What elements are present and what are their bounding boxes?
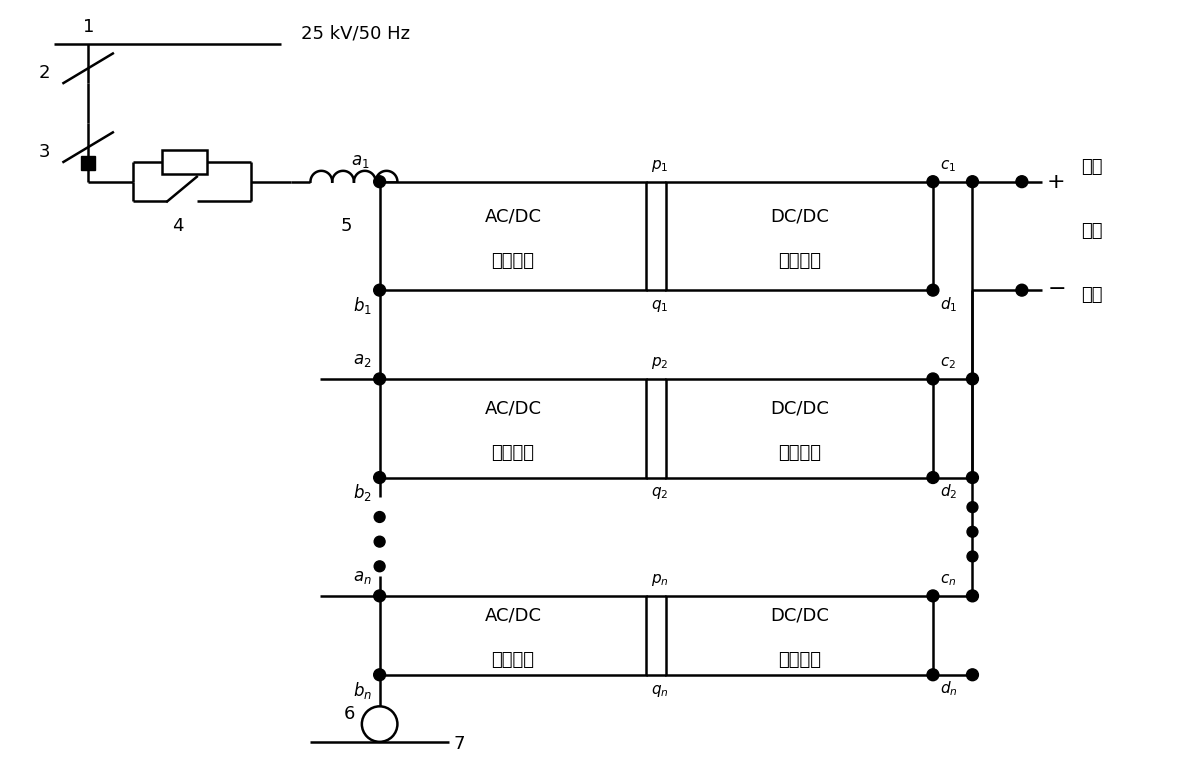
Text: $p_2$: $p_2$ [652, 355, 669, 371]
Bar [666, 379, 933, 478]
Text: DC/DC: DC/DC [770, 606, 829, 625]
Circle shape [927, 284, 938, 296]
Text: 变换单元: 变换单元 [492, 651, 535, 669]
Circle shape [966, 373, 978, 385]
Circle shape [927, 590, 938, 602]
Text: 输出: 输出 [1081, 158, 1102, 176]
Text: 25 kV/50 Hz: 25 kV/50 Hz [301, 25, 410, 42]
Circle shape [374, 176, 386, 187]
Text: 变换单元: 变换单元 [778, 651, 821, 669]
Text: 变换单元: 变换单元 [492, 252, 535, 270]
Bar [380, 596, 646, 675]
Text: DC/DC: DC/DC [770, 399, 829, 418]
Text: 3: 3 [38, 143, 50, 161]
Text: $q_n$: $q_n$ [652, 683, 669, 699]
Text: $q_1$: $q_1$ [652, 298, 669, 314]
Circle shape [374, 561, 384, 572]
Circle shape [362, 706, 398, 742]
Circle shape [967, 502, 978, 512]
Text: AC/DC: AC/DC [485, 399, 542, 418]
Text: $p_n$: $p_n$ [652, 572, 669, 588]
Circle shape [927, 471, 938, 484]
Circle shape [927, 373, 938, 385]
Circle shape [374, 284, 386, 296]
Text: $c_1$: $c_1$ [940, 158, 956, 174]
Text: 电压: 电压 [1081, 286, 1102, 304]
Text: 6: 6 [344, 705, 355, 723]
Circle shape [374, 590, 386, 602]
Text: $a_1$: $a_1$ [351, 152, 370, 170]
Circle shape [966, 669, 978, 681]
Bar [380, 182, 646, 290]
Circle shape [966, 471, 978, 484]
Circle shape [374, 512, 384, 522]
Text: +: + [1047, 171, 1065, 192]
Circle shape [927, 176, 938, 187]
Circle shape [966, 176, 978, 187]
Circle shape [374, 471, 386, 484]
Text: 4: 4 [172, 217, 184, 235]
Circle shape [966, 590, 978, 602]
Text: $b_1$: $b_1$ [352, 295, 371, 316]
Text: $c_2$: $c_2$ [940, 356, 956, 371]
Text: $-$: $-$ [1047, 277, 1065, 297]
Bar [162, 150, 207, 174]
Text: $d_n$: $d_n$ [940, 680, 958, 698]
Text: $b_2$: $b_2$ [353, 483, 371, 503]
Text: AC/DC: AC/DC [485, 207, 542, 225]
Text: 1: 1 [84, 17, 94, 36]
Text: $p_1$: $p_1$ [652, 158, 669, 174]
Text: 变换单元: 变换单元 [778, 444, 821, 462]
Circle shape [927, 669, 938, 681]
Text: 变换单元: 变换单元 [492, 444, 535, 462]
Bar [666, 182, 933, 290]
Circle shape [967, 551, 978, 562]
Circle shape [374, 373, 386, 385]
Circle shape [374, 669, 386, 681]
Text: $q_2$: $q_2$ [652, 485, 669, 502]
Text: $d_2$: $d_2$ [940, 483, 958, 501]
Text: 直流: 直流 [1081, 222, 1102, 240]
Text: 5: 5 [340, 217, 351, 235]
Bar [666, 596, 933, 675]
Text: $c_n$: $c_n$ [940, 572, 956, 588]
Circle shape [1016, 176, 1028, 187]
Text: $b_n$: $b_n$ [352, 680, 371, 700]
Text: 2: 2 [38, 64, 50, 82]
Text: 7: 7 [454, 735, 466, 753]
Circle shape [967, 526, 978, 537]
Text: $a_2$: $a_2$ [353, 351, 371, 369]
Text: $a_n$: $a_n$ [353, 568, 371, 586]
Text: $d_1$: $d_1$ [940, 295, 958, 314]
Bar [81, 156, 96, 170]
Text: AC/DC: AC/DC [485, 606, 542, 625]
Circle shape [1016, 284, 1028, 296]
Text: DC/DC: DC/DC [770, 207, 829, 225]
Circle shape [374, 536, 384, 547]
Bar [380, 379, 646, 478]
Text: 变换单元: 变换单元 [778, 252, 821, 270]
